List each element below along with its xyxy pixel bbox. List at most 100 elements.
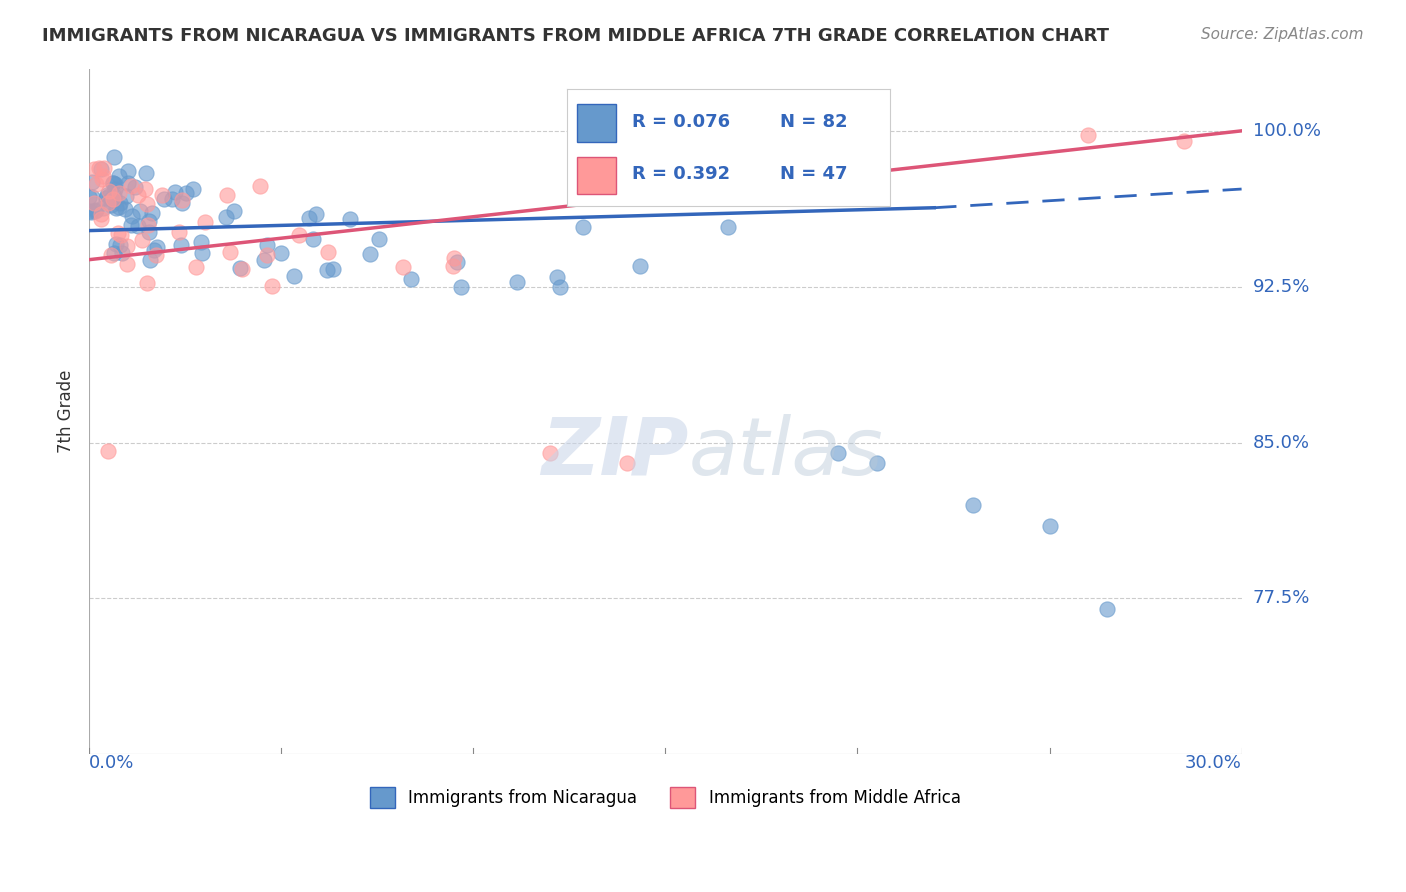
Point xyxy=(108,169,131,183)
Point xyxy=(103,192,125,206)
Point xyxy=(219,245,242,260)
Point xyxy=(120,218,142,232)
Point xyxy=(105,237,128,252)
Point xyxy=(450,280,472,294)
Point xyxy=(135,276,157,290)
Point xyxy=(114,202,136,217)
Point xyxy=(84,203,107,218)
Point xyxy=(107,227,129,241)
Point xyxy=(138,214,160,228)
Point xyxy=(90,212,112,227)
Point xyxy=(628,259,651,273)
Point xyxy=(253,252,276,267)
Point xyxy=(505,276,527,290)
Point xyxy=(111,245,134,260)
Point xyxy=(120,178,142,193)
Text: 30.0%: 30.0% xyxy=(1185,755,1241,772)
Point xyxy=(298,211,321,225)
Point xyxy=(1095,601,1118,615)
Point xyxy=(110,227,132,242)
Y-axis label: 7th Grade: 7th Grade xyxy=(58,369,75,453)
Text: Source: ZipAtlas.com: Source: ZipAtlas.com xyxy=(1201,27,1364,42)
Point xyxy=(145,240,167,254)
Point xyxy=(83,162,105,177)
Point xyxy=(136,197,159,211)
Point xyxy=(117,177,139,191)
Point xyxy=(104,182,127,196)
Point xyxy=(89,161,111,176)
Point xyxy=(114,189,136,203)
Point xyxy=(93,161,115,176)
Point xyxy=(1038,518,1060,533)
Point xyxy=(135,165,157,179)
Point xyxy=(91,172,114,186)
Point xyxy=(170,196,193,211)
Point xyxy=(108,196,131,211)
Point xyxy=(305,207,328,221)
Point xyxy=(97,443,120,458)
Point xyxy=(80,175,103,189)
Point xyxy=(301,232,323,246)
Point xyxy=(167,225,190,239)
Point xyxy=(90,207,112,221)
Point xyxy=(174,186,197,201)
Point xyxy=(181,181,204,195)
Point xyxy=(97,196,120,211)
Point xyxy=(108,238,131,252)
Point xyxy=(117,163,139,178)
Point xyxy=(262,279,284,293)
Point xyxy=(104,201,127,215)
Point xyxy=(100,192,122,206)
Point xyxy=(115,239,138,253)
Point xyxy=(194,215,217,229)
Point xyxy=(134,182,156,196)
Point xyxy=(170,193,193,207)
Point xyxy=(170,238,193,252)
Point xyxy=(717,219,740,234)
Point xyxy=(79,203,101,218)
Point xyxy=(103,150,125,164)
Point xyxy=(131,234,153,248)
Point xyxy=(117,257,139,271)
Point xyxy=(256,248,278,262)
Point xyxy=(962,498,984,512)
Point xyxy=(104,178,127,192)
Point xyxy=(443,251,465,265)
Point xyxy=(127,219,149,234)
Point xyxy=(315,263,337,277)
Point xyxy=(1077,128,1099,142)
Point xyxy=(256,238,278,252)
Point xyxy=(224,204,246,219)
Point xyxy=(84,178,107,192)
Point xyxy=(141,206,163,220)
Text: 85.0%: 85.0% xyxy=(1253,434,1310,451)
Point xyxy=(80,190,103,204)
Point xyxy=(316,245,339,260)
Point xyxy=(121,209,143,223)
Point xyxy=(827,446,849,460)
Point xyxy=(446,255,468,269)
Point xyxy=(231,262,253,277)
Point xyxy=(214,210,236,224)
Point xyxy=(101,177,124,191)
Point xyxy=(215,188,238,202)
Text: ZIP: ZIP xyxy=(541,414,689,491)
Point xyxy=(359,247,381,261)
Point xyxy=(98,184,121,198)
Point xyxy=(283,268,305,283)
Point xyxy=(165,185,187,199)
Point xyxy=(103,189,125,203)
Point xyxy=(100,198,122,212)
Text: 0.0%: 0.0% xyxy=(89,755,135,772)
Point xyxy=(124,180,146,194)
Point xyxy=(548,279,571,293)
Point xyxy=(91,201,114,215)
Text: 92.5%: 92.5% xyxy=(1253,277,1310,295)
Point xyxy=(184,260,207,274)
Point xyxy=(80,204,103,219)
Point xyxy=(98,189,121,203)
Point xyxy=(339,211,361,226)
Point xyxy=(270,246,292,260)
Point xyxy=(138,225,160,239)
Point xyxy=(145,248,167,262)
